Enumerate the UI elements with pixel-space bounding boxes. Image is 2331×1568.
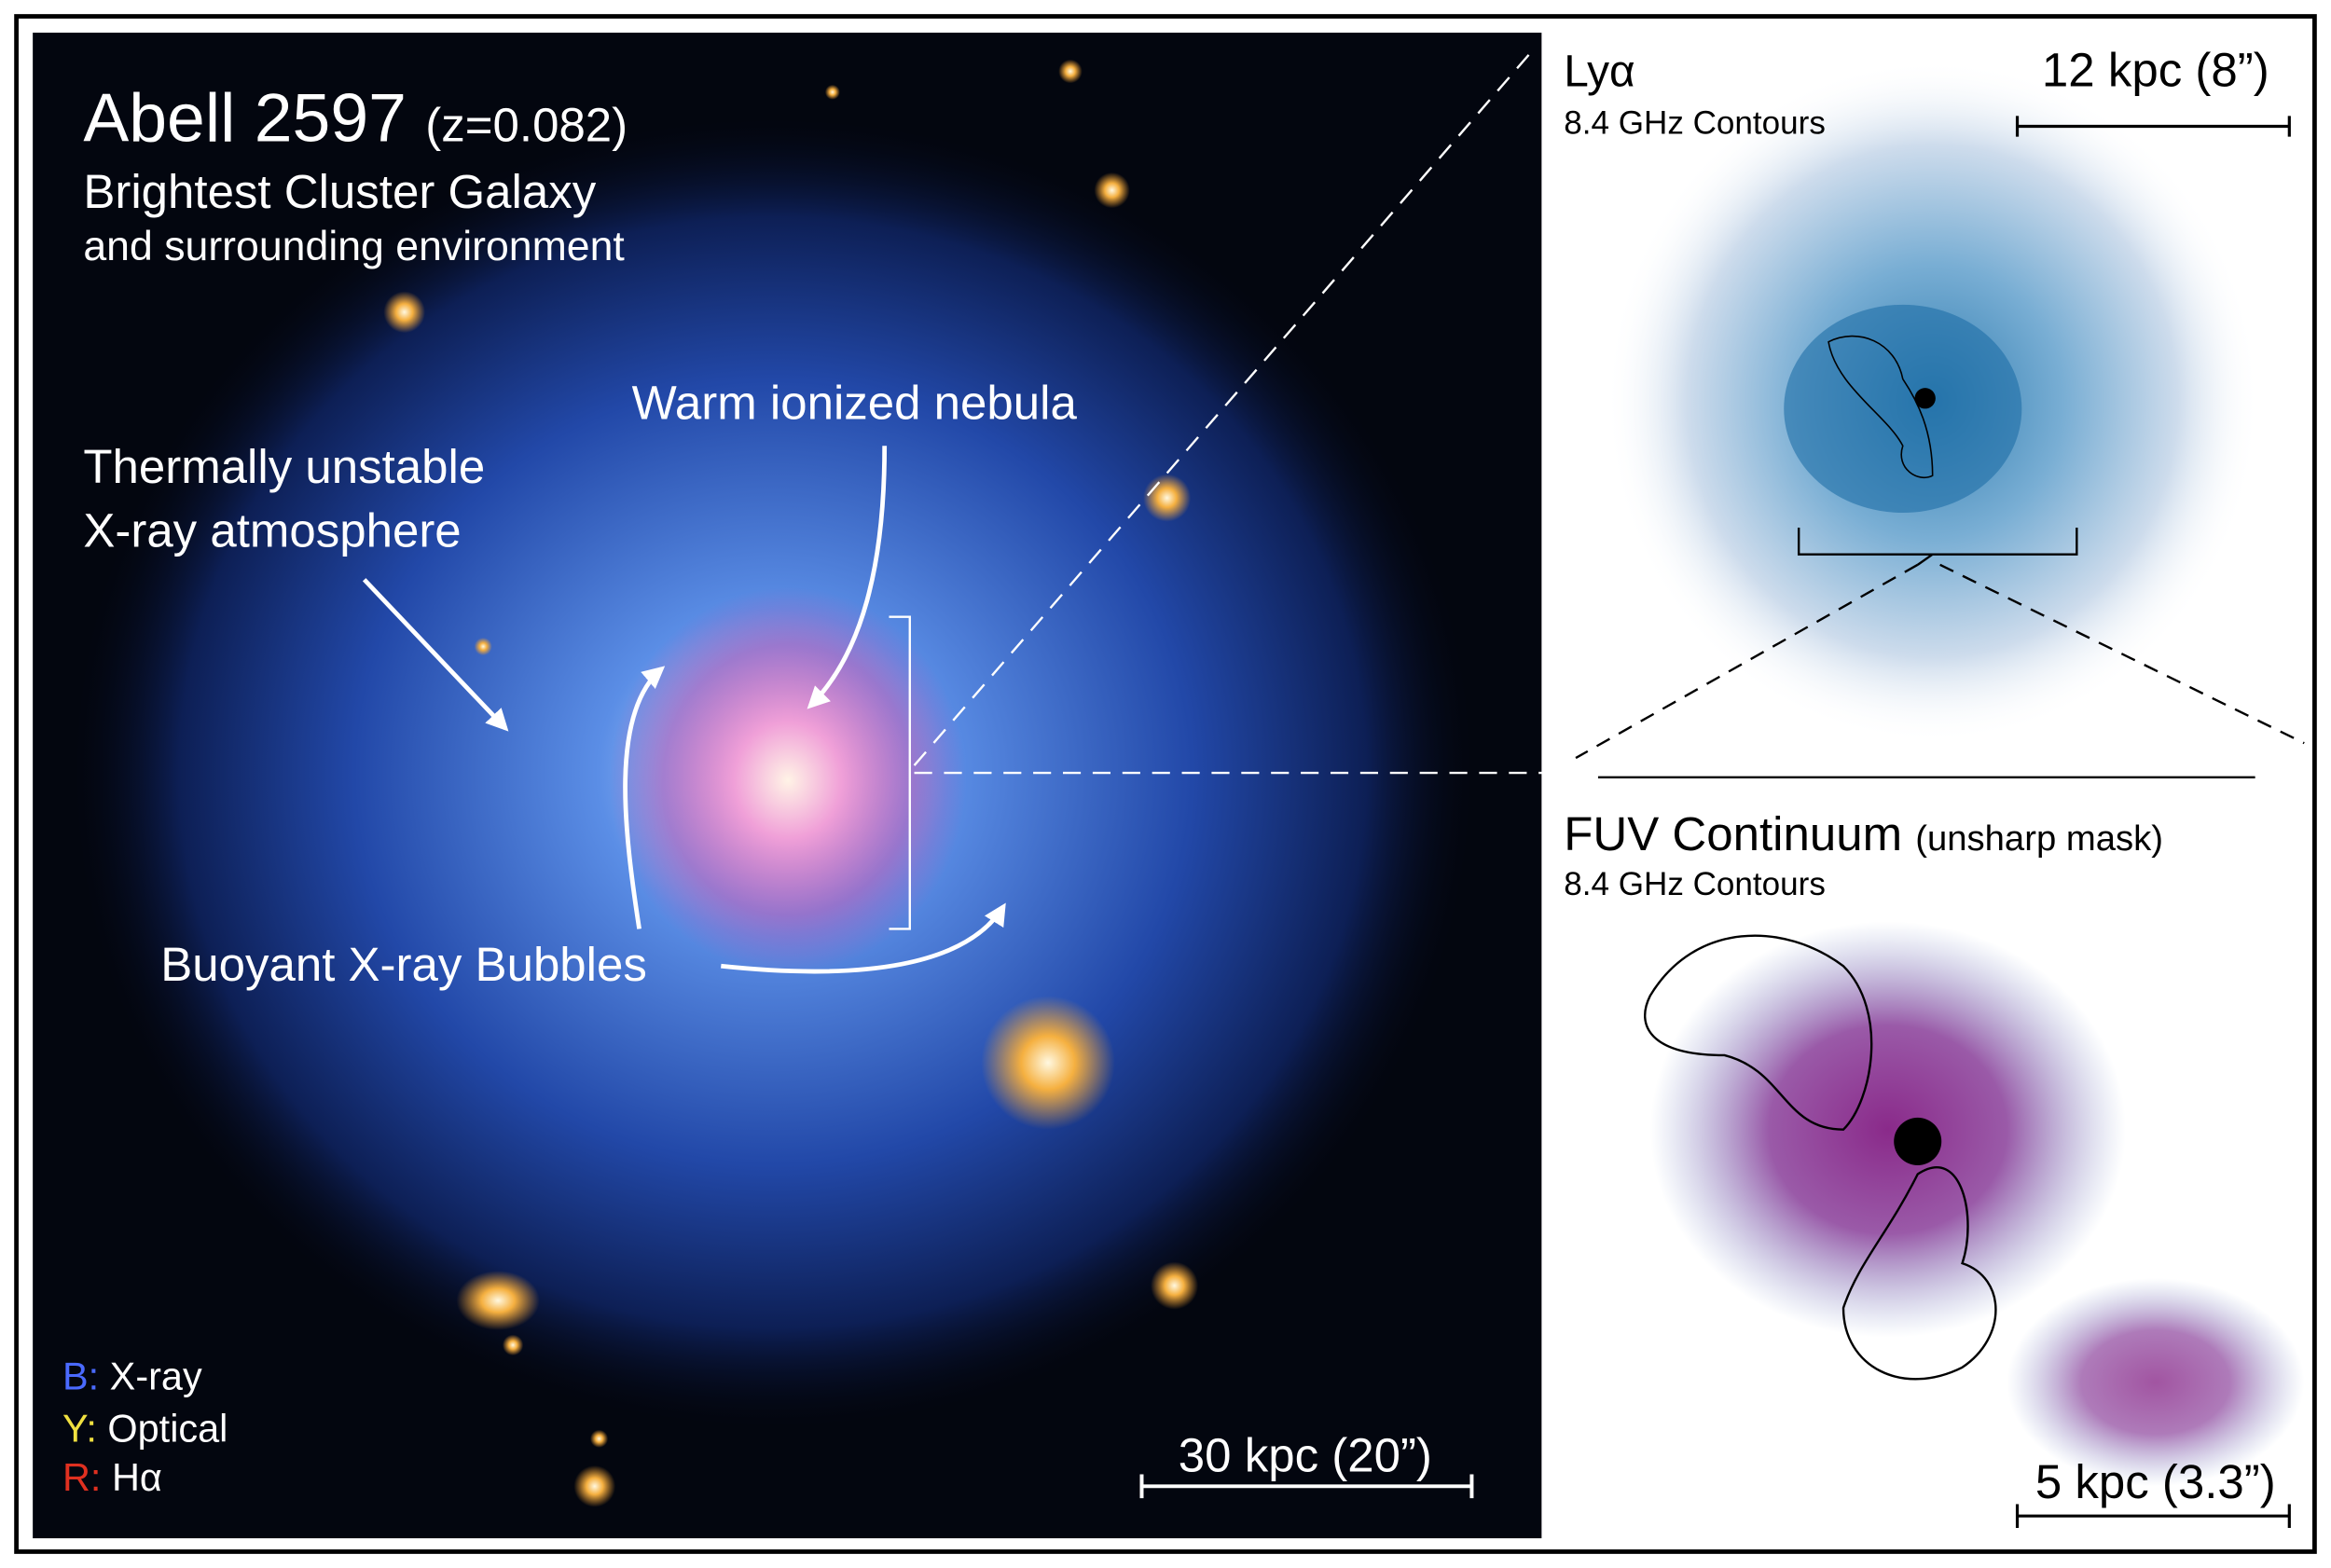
legend-key: Y:	[62, 1406, 97, 1450]
subtitle: and surrounding environment	[83, 224, 625, 269]
annotation: Buoyant X-ray Bubbles	[160, 938, 647, 991]
legend-key: R:	[62, 1455, 101, 1499]
nebula-image	[74, 59, 1472, 1507]
arrows	[362, 446, 1006, 974]
legend-entry: B: X-ray	[62, 1355, 202, 1398]
scale-bar	[2015, 1504, 2291, 1528]
annotation: X-ray atmosphere	[83, 504, 461, 557]
zoom-lines	[1575, 563, 2305, 760]
subtitle: Brightest Cluster Galaxy	[83, 165, 596, 218]
annotation: Warm ionized nebula	[632, 377, 1078, 430]
legend-key: B:	[62, 1355, 99, 1398]
scale-bar	[2015, 116, 2291, 137]
annotation: Thermally unstable	[83, 440, 485, 493]
zoom-lines	[913, 51, 1547, 775]
panel-title: FUV Continuum (unsharp mask)	[1564, 807, 2163, 860]
title: Abell 2597 (z=0.082)	[83, 79, 628, 156]
legend-label: Optical	[107, 1406, 228, 1450]
panel-title: Lyα	[1564, 47, 1634, 96]
lya-image	[1605, 59, 2260, 744]
fuv-image	[1644, 921, 2305, 1487]
bracket	[1797, 527, 2078, 566]
panel-subtitle: 8.4 GHz Contours	[1564, 866, 1826, 902]
scale-bar-label: 5 kpc (3.3”)	[2035, 1455, 2276, 1508]
legend-label: X-ray	[110, 1355, 202, 1398]
frame	[14, 14, 2317, 1554]
scale-bar	[1139, 1474, 1474, 1499]
legend-entry: R: Hα	[62, 1455, 162, 1499]
legend-label: Hα	[112, 1455, 162, 1499]
redshift: (z=0.082)	[425, 98, 628, 151]
title-text: Abell 2597	[83, 79, 407, 156]
bracket	[889, 615, 911, 930]
legend-entry: Y: Optical	[62, 1406, 228, 1450]
panel-subtitle: 8.4 GHz Contours	[1564, 104, 1826, 141]
panel-title-text: FUV Continuum	[1564, 807, 1902, 860]
scale-bar-label: 12 kpc (8”)	[2042, 43, 2269, 96]
scale-bar-label: 30 kpc (20”)	[1179, 1428, 1432, 1481]
panel-note: (unsharp mask)	[1915, 818, 2163, 859]
